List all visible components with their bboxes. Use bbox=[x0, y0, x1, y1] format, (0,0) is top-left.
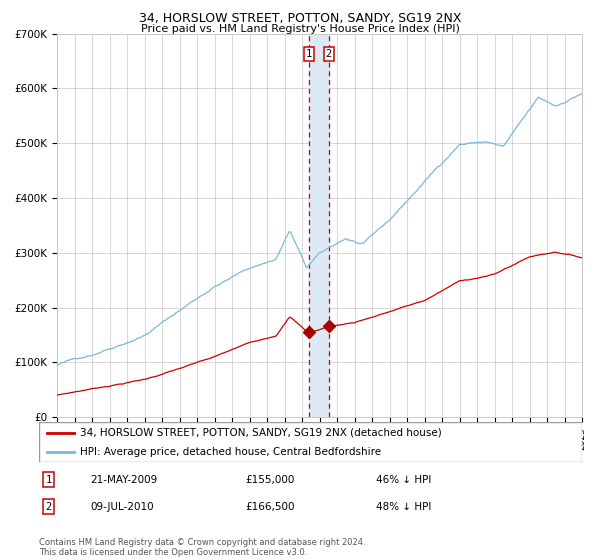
Text: Price paid vs. HM Land Registry's House Price Index (HPI): Price paid vs. HM Land Registry's House … bbox=[140, 24, 460, 34]
Text: Contains HM Land Registry data © Crown copyright and database right 2024.
This d: Contains HM Land Registry data © Crown c… bbox=[39, 538, 365, 557]
Text: 1: 1 bbox=[305, 49, 312, 59]
Text: 46% ↓ HPI: 46% ↓ HPI bbox=[376, 475, 431, 484]
Text: £155,000: £155,000 bbox=[245, 475, 295, 484]
Text: 2: 2 bbox=[46, 502, 52, 512]
Text: HPI: Average price, detached house, Central Bedfordshire: HPI: Average price, detached house, Cent… bbox=[80, 447, 381, 457]
Text: £166,500: £166,500 bbox=[245, 502, 295, 512]
Text: 2: 2 bbox=[325, 49, 332, 59]
FancyBboxPatch shape bbox=[39, 422, 582, 462]
Text: 21-MAY-2009: 21-MAY-2009 bbox=[91, 475, 158, 484]
Bar bbox=[308, 34, 329, 417]
Text: 34, HORSLOW STREET, POTTON, SANDY, SG19 2NX: 34, HORSLOW STREET, POTTON, SANDY, SG19 … bbox=[139, 12, 461, 25]
Text: 48% ↓ HPI: 48% ↓ HPI bbox=[376, 502, 431, 512]
Text: 34, HORSLOW STREET, POTTON, SANDY, SG19 2NX (detached house): 34, HORSLOW STREET, POTTON, SANDY, SG19 … bbox=[80, 428, 442, 437]
Text: 1: 1 bbox=[46, 475, 52, 484]
Text: 09-JUL-2010: 09-JUL-2010 bbox=[91, 502, 154, 512]
